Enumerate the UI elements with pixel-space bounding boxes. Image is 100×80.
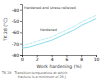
tick: -80 bbox=[12, 53, 22, 58]
tick-label: 8 bbox=[80, 57, 83, 62]
x-axis-line bbox=[23, 56, 97, 58]
y-axis: -80 -70 -60 -50 -40 bbox=[12, 5, 23, 58]
tick-label: 10 bbox=[94, 57, 100, 62]
tick-label: -40 bbox=[12, 8, 19, 13]
series-label: Hardened bbox=[40, 28, 57, 32]
tick-mark bbox=[20, 32, 22, 33]
caption: TK 28 Transition temperature at which bbox=[1, 71, 67, 75]
tick-label: 2 bbox=[36, 57, 39, 62]
tick-label: -50 bbox=[12, 19, 19, 24]
caption: fracture is a minimum of 28 J bbox=[2, 75, 66, 79]
tick: 10 bbox=[94, 55, 100, 62]
line-series bbox=[22, 15, 96, 46]
x-axis-title: Work hardening (%) bbox=[37, 64, 82, 69]
tick-label: 6 bbox=[65, 57, 68, 62]
tick: 2 bbox=[36, 55, 39, 62]
y-axis-title: TK 28 (°C) bbox=[3, 18, 8, 42]
tick-label: -80 bbox=[12, 53, 19, 58]
tick-mark bbox=[20, 10, 22, 11]
tick-label: -70 bbox=[12, 42, 19, 47]
tick-mark bbox=[20, 44, 22, 45]
series-label: Hardened and stress-relieved bbox=[24, 6, 76, 10]
tick: 6 bbox=[65, 55, 68, 62]
tick: 8 bbox=[80, 55, 83, 62]
tick: 4 bbox=[51, 55, 54, 62]
x-axis: 0 2 4 6 8 10 bbox=[21, 55, 99, 62]
tick: -70 bbox=[12, 42, 22, 47]
tick: 0 bbox=[21, 55, 24, 62]
tick: -50 bbox=[12, 19, 22, 24]
tick-label: 4 bbox=[51, 57, 54, 62]
tick-label: -60 bbox=[12, 30, 19, 35]
plot-area bbox=[22, 15, 96, 48]
tick-label: 0 bbox=[21, 57, 24, 62]
tick: -60 bbox=[12, 30, 22, 35]
tick-mark bbox=[20, 21, 22, 22]
tick: -40 bbox=[12, 8, 22, 13]
chart-container: 0 2 4 6 8 10 -80 -70 -60 -50 -40 Hardened and stres… bbox=[0, 0, 100, 80]
tick-mark bbox=[20, 55, 22, 56]
line-series bbox=[22, 19, 96, 48]
chart-svg: 0 2 4 6 8 10 -80 -70 -60 -50 -40 Hardened and stres… bbox=[0, 0, 100, 80]
